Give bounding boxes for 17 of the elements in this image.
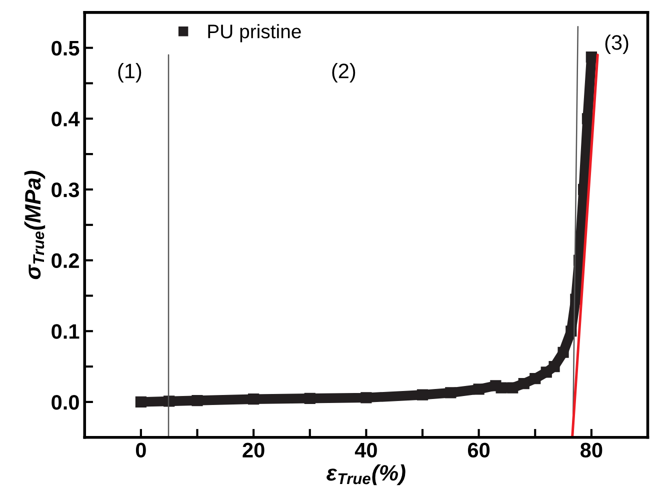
- y-tick-label: 0.3: [52, 182, 80, 198]
- x-tick-label: 80: [580, 442, 602, 458]
- y-tick-label: 0.5: [52, 40, 80, 56]
- x-tick-label: 0: [136, 442, 146, 458]
- y-tick-label: 0.1: [52, 324, 80, 339]
- annotation: (3): [605, 34, 628, 54]
- legend-label: PU pristine: [208, 24, 301, 42]
- x-axis-title: ε$_{True}$(%): [326, 464, 406, 486]
- y-tick-label: 0.0: [52, 394, 79, 410]
- annotation: (1): [118, 63, 142, 82]
- x-tick-label: 20: [242, 442, 264, 458]
- x-tick-label: 60: [468, 442, 490, 458]
- x-tick-label: 40: [354, 442, 377, 458]
- y-tick-label: 0.2: [52, 253, 79, 268]
- y-axis-title: σ$_{True}$(MPa): [24, 170, 46, 280]
- y-tick-label: 0.4: [52, 112, 80, 126]
- annotation: (2): [332, 63, 356, 82]
